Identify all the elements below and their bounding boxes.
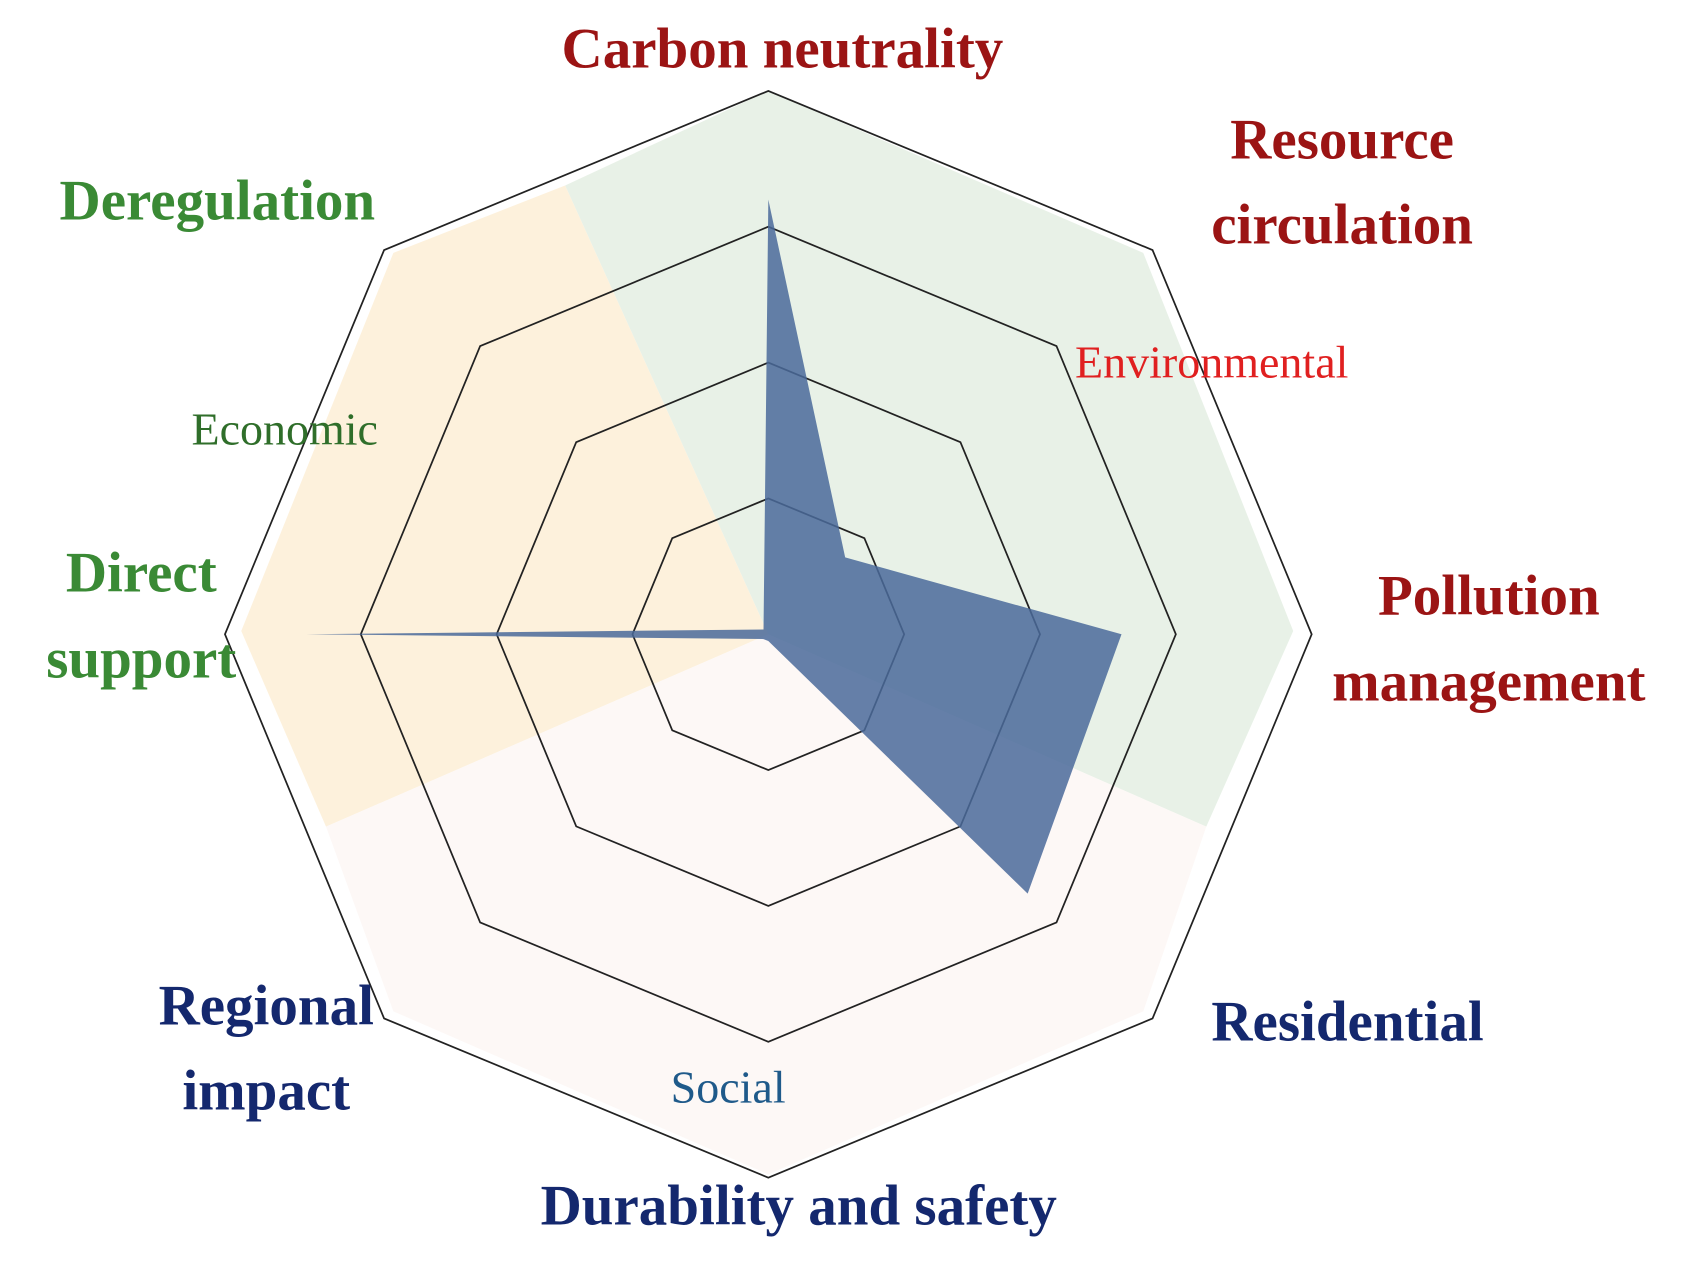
axis-label: Regional impact xyxy=(158,974,374,1123)
axis-label: Durability and safety xyxy=(540,1174,1057,1238)
grid-ring xyxy=(224,89,1313,1179)
data-area xyxy=(306,199,1122,894)
axis-label: Deregulation xyxy=(59,169,376,233)
axis-label: Direct support xyxy=(46,541,237,691)
group-label: Social xyxy=(670,1061,786,1113)
group-label: Economic xyxy=(191,403,378,455)
axis-label: Carbon neutrality xyxy=(561,17,1004,81)
axis-label: Resource circulation xyxy=(1211,108,1473,257)
axis-label: Pollution management xyxy=(1332,564,1646,714)
grid-ring xyxy=(495,361,1041,907)
axis-label: Residential xyxy=(1211,989,1484,1053)
grid-ring xyxy=(359,225,1177,1043)
group-label: Environmental xyxy=(1075,336,1349,388)
